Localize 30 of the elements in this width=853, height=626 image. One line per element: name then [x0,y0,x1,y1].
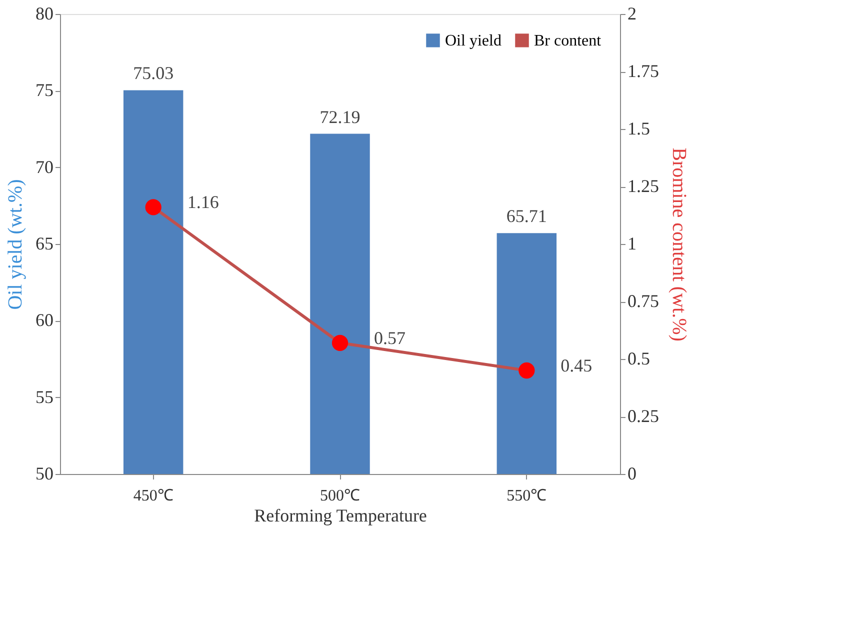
y2-tick-label: 2 [628,4,636,24]
y-tick-label: 50 [36,464,54,484]
y-tick-label: 80 [36,4,54,24]
y2-tick-label: 0 [628,464,636,484]
y-tick-label: 55 [36,386,54,407]
y-axis-title: Oil yield (wt.%) [4,179,26,310]
y2-tick-label: 1 [628,234,636,254]
legend-label: Oil yield [445,32,502,50]
data-label: 0.45 [560,356,592,376]
data-label: 0.57 [374,328,406,348]
y-tick-label: 60 [36,310,54,330]
legend-label: Br content [534,32,602,50]
y2-tick-label: 0.75 [628,291,659,311]
data-label: 75.03 [133,63,174,84]
x-tick-label: 450℃ [133,488,174,504]
x-tick-label: 550℃ [506,488,547,504]
y-tick-label: 70 [36,156,54,177]
y2-tick-label: 1.5 [628,118,650,138]
y2-tick-label: 0.5 [628,348,650,368]
data-label: 1.16 [187,192,219,212]
y-tick-label: 65 [36,234,54,254]
y2-tick-label: 1.25 [628,176,659,196]
data-label: 65.71 [506,206,547,226]
x-tick-label: 500℃ [320,488,360,504]
y-tick-label: 75 [36,80,54,100]
data-label: 72.19 [320,106,360,127]
x-axis-title: Reforming Temperature [254,506,427,526]
y2-axis-title: Bromine content (wt.%) [668,148,690,342]
y2-tick-label: 0.25 [628,406,659,426]
y2-tick-label: 1.75 [628,61,659,81]
